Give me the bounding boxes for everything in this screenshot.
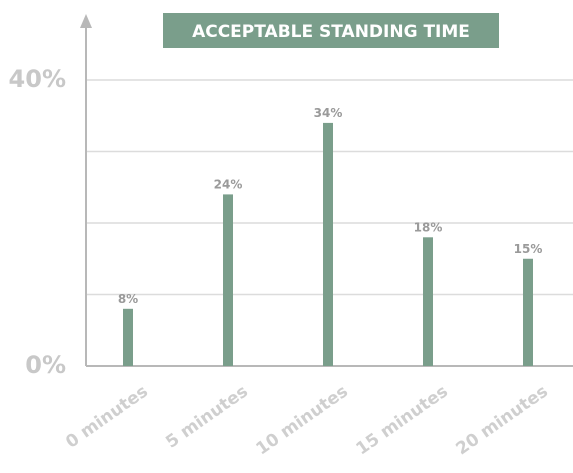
x-tick-label-3: 15 minutes (353, 382, 452, 460)
data-label-1: 24% (214, 177, 243, 191)
x-tick-label-1: 5 minutes (162, 382, 252, 453)
bar-2 (323, 122, 333, 367)
x-tick-label-2: 10 minutes (253, 382, 352, 460)
bar-4 (523, 258, 533, 366)
data-labels: 8% 24% 34% 18% 15% (118, 106, 543, 306)
data-label-3: 18% (414, 220, 443, 234)
chart-title-background (163, 13, 499, 48)
bars (123, 122, 533, 367)
data-label-4: 15% (514, 242, 543, 256)
y-tick-labels: 0% 40% (9, 65, 66, 379)
y-tick-label-40: 40% (9, 65, 66, 93)
x-tick-labels: 0 minutes 5 minutes 10 minutes 15 minutes 20… (62, 382, 552, 460)
y-tick-label-0: 0% (25, 351, 66, 379)
x-tick-label-0: 0 minutes (62, 382, 152, 453)
x-tick-label-4: 20 minutes (453, 382, 552, 460)
bar-3 (423, 237, 433, 366)
chart-title: ACCEPTABLE STANDING TIME (192, 22, 470, 42)
chart-title-banner: ACCEPTABLE STANDING TIME (163, 13, 499, 48)
y-axis-arrow (80, 14, 92, 28)
data-label-2: 34% (314, 106, 343, 120)
data-label-0: 8% (118, 292, 138, 306)
bar-0 (123, 308, 133, 366)
bar-1 (223, 194, 233, 366)
